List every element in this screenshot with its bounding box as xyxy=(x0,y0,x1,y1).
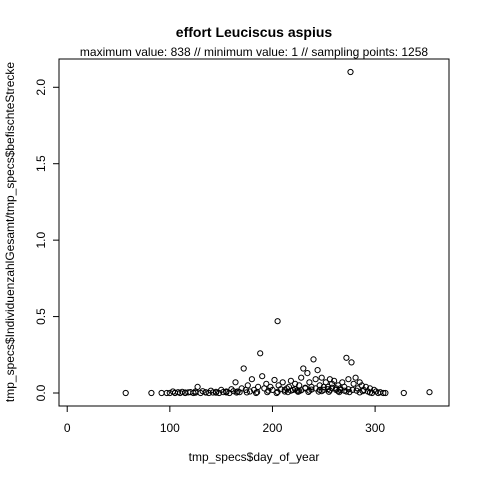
data-point xyxy=(269,386,276,393)
data-point xyxy=(350,380,357,387)
data-point xyxy=(194,383,201,390)
data-point xyxy=(287,387,294,394)
data-point xyxy=(274,388,281,395)
data-point xyxy=(345,376,352,383)
data-point xyxy=(264,389,271,396)
x-axis: 0 100 200 300 xyxy=(64,405,385,435)
data-point xyxy=(171,389,179,396)
data-point xyxy=(253,389,260,397)
y-tick-label: 2.0 xyxy=(34,79,48,96)
data-point xyxy=(122,389,129,397)
data-point xyxy=(312,385,319,392)
data-point xyxy=(400,389,407,397)
x-tick-label: 100 xyxy=(160,421,180,435)
x-tick-label: 300 xyxy=(365,421,385,435)
x-tick-label: 0 xyxy=(64,421,71,435)
data-point xyxy=(209,389,216,396)
data-point xyxy=(202,389,209,396)
data-point xyxy=(212,389,220,396)
x-tick-label: 200 xyxy=(262,421,282,435)
data-point xyxy=(259,373,266,380)
data-point xyxy=(232,379,239,386)
data-point xyxy=(318,374,325,381)
data-point xyxy=(366,389,374,396)
y-tick-label: 0.0 xyxy=(34,384,48,401)
data-point xyxy=(254,389,261,396)
data-points xyxy=(122,68,433,397)
data-point xyxy=(238,385,245,392)
data-point xyxy=(306,387,313,394)
data-point xyxy=(314,367,321,374)
data-point xyxy=(359,388,366,395)
y-tick-label: 0.5 xyxy=(34,308,48,325)
data-point xyxy=(326,387,333,394)
data-point xyxy=(244,382,251,389)
data-point xyxy=(240,365,247,372)
data-point xyxy=(287,377,294,384)
data-point xyxy=(257,350,264,357)
data-point xyxy=(316,382,323,389)
y-axis: 0.0 0.5 1.0 1.5 2.0 xyxy=(34,79,60,401)
data-point xyxy=(281,386,288,393)
data-point xyxy=(192,389,199,396)
data-point xyxy=(349,386,356,393)
y-tick-label: 1.5 xyxy=(34,155,48,172)
y-axis-label: tmp_specs$IndividuenzahlGesamt/tmp_specs… xyxy=(3,62,17,403)
data-point xyxy=(312,376,319,383)
data-point xyxy=(304,370,311,377)
data-point xyxy=(380,389,387,397)
data-point xyxy=(343,388,350,395)
data-point xyxy=(352,374,359,381)
data-point xyxy=(179,388,186,395)
data-point xyxy=(343,354,350,361)
data-point xyxy=(233,389,240,396)
data-point xyxy=(274,318,281,325)
data-point xyxy=(230,388,237,395)
data-point xyxy=(310,356,317,363)
data-point xyxy=(331,377,338,384)
data-point xyxy=(199,388,206,395)
data-point xyxy=(163,389,170,397)
data-point xyxy=(298,374,305,381)
data-point xyxy=(335,388,342,395)
data-point xyxy=(271,376,278,384)
data-point xyxy=(243,389,250,396)
data-point xyxy=(223,389,230,396)
data-point xyxy=(300,365,307,372)
data-point xyxy=(318,388,325,395)
x-axis-label: tmp_specs$day_of_year xyxy=(189,450,320,464)
data-point xyxy=(382,389,389,397)
data-point xyxy=(273,389,280,397)
data-point xyxy=(263,380,270,387)
chart-subtitle: maximum value: 838 // minimum value: 1 /… xyxy=(80,45,428,59)
data-point xyxy=(279,379,286,386)
data-point xyxy=(348,359,355,366)
data-point xyxy=(182,389,189,396)
data-point xyxy=(356,389,363,396)
data-point xyxy=(353,387,360,394)
data-point xyxy=(148,389,155,397)
data-point xyxy=(426,389,433,396)
y-tick-label: 1.0 xyxy=(34,231,48,248)
data-point xyxy=(302,384,309,391)
data-point xyxy=(347,68,354,76)
data-point xyxy=(246,388,253,395)
data-point xyxy=(248,376,255,383)
chart-title: effort Leuciscus aspius xyxy=(176,24,333,40)
data-point xyxy=(220,389,227,396)
data-point xyxy=(296,388,303,395)
